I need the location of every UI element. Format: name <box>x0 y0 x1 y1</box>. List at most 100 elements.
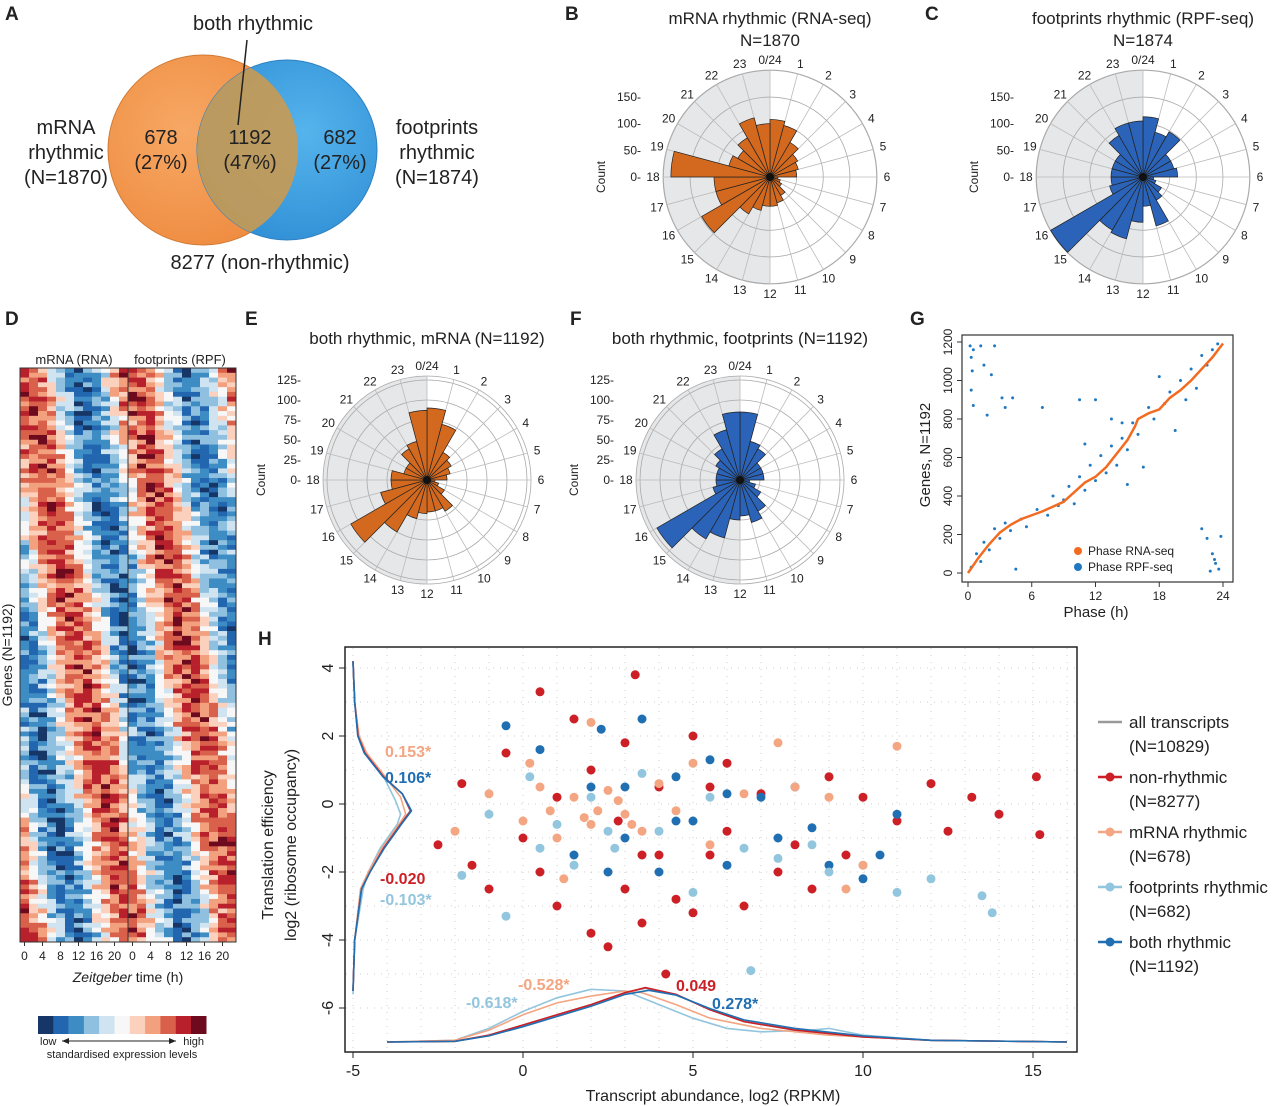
heatmap-cell <box>47 851 57 857</box>
heatmap-cell <box>110 511 120 517</box>
heatmap-cell <box>119 425 129 431</box>
heatmap-cell <box>200 836 210 842</box>
h-point-mrna-rhythmic <box>613 796 623 806</box>
heatmap-cell <box>218 798 228 804</box>
heatmap-cell <box>110 391 120 397</box>
heatmap-cell <box>155 544 165 551</box>
heatmap-cell <box>101 774 111 780</box>
rose-hour-label: 22 <box>363 374 377 388</box>
heatmap-cell <box>173 425 183 431</box>
heatmap-cell <box>182 774 192 780</box>
heatmap-cell <box>110 607 120 613</box>
rose-hour-label: 4 <box>522 416 529 430</box>
heatmap-cell <box>164 597 174 603</box>
heatmap-cell <box>200 626 210 632</box>
heatmap-cell <box>164 898 174 905</box>
heatmap-cell <box>38 525 48 531</box>
heatmap-cell <box>209 554 219 560</box>
heatmap-cell <box>65 372 75 378</box>
left-set-name-1: mRNA <box>37 117 97 139</box>
heatmap-cell <box>56 750 66 756</box>
heatmap-cell <box>29 411 39 417</box>
heatmap-cell <box>209 741 219 747</box>
heatmap-cell <box>128 765 138 771</box>
heatmap-cell <box>155 932 165 938</box>
heatmap-cell <box>218 731 228 737</box>
heatmap-cell <box>92 655 102 661</box>
heatmap-header-rpf: footprints (RPF) <box>134 352 226 367</box>
heatmap-cell <box>155 396 165 402</box>
heatmap-cell <box>38 721 48 728</box>
heatmap-cell <box>182 564 192 570</box>
heatmap-cell <box>83 793 93 799</box>
rose-hour-label: 15 <box>653 554 667 568</box>
heatmap-cell <box>56 511 66 517</box>
heatmap-cell <box>227 889 237 895</box>
heatmap-cell <box>65 774 75 780</box>
g-point-rpf <box>1210 552 1214 556</box>
heatmap-cell <box>218 707 228 713</box>
heatmap-cell <box>74 420 84 426</box>
heatmap-cell <box>119 439 129 445</box>
heatmap-cell <box>110 860 120 866</box>
heatmap-cell <box>155 607 165 613</box>
heatmap-cell <box>119 635 129 641</box>
heatmap-cell <box>182 430 192 436</box>
heatmap-cell <box>137 511 147 517</box>
h-point-non-rhythmic <box>518 833 528 843</box>
colorbar-swatch <box>83 1016 100 1034</box>
heatmap-cell <box>227 717 237 723</box>
heatmap-cell <box>128 913 138 919</box>
heatmap-cell <box>191 731 201 737</box>
heatmap-cell <box>110 473 120 479</box>
heatmap-cell <box>128 793 138 799</box>
heatmap-cell <box>155 683 165 689</box>
heatmap-cell <box>137 530 147 536</box>
heatmap-cell <box>119 698 129 704</box>
heatmap-cell <box>74 683 84 689</box>
heatmap-cell <box>209 707 219 713</box>
heatmap-cell <box>119 655 129 661</box>
heatmap-cell <box>191 688 201 694</box>
heatmap-cell <box>101 827 111 833</box>
heatmap-cell <box>128 678 138 684</box>
heatmap-cell <box>191 726 201 732</box>
heatmap-cell <box>83 578 93 584</box>
heatmap-cell <box>74 774 84 780</box>
heatmap-cell <box>101 382 111 388</box>
heatmap-cell <box>173 726 183 732</box>
heatmap-cell <box>65 860 75 866</box>
heatmap-cell <box>182 860 192 866</box>
heatmap-cell <box>119 793 129 799</box>
heatmap-cell <box>29 879 39 885</box>
heatmap-cell <box>65 803 75 809</box>
heatmap-cell <box>20 908 30 914</box>
heatmap-cell <box>74 717 84 723</box>
heatmap-cell <box>164 717 174 723</box>
heatmap-cell <box>56 784 66 790</box>
heatmap-cell <box>155 831 165 838</box>
heatmap-cell <box>110 597 120 603</box>
heatmap-cell <box>200 784 210 790</box>
heatmap-cell <box>38 616 48 622</box>
heatmap-cell <box>191 573 201 579</box>
heatmap-cell <box>146 908 156 914</box>
heatmap-cell <box>47 913 57 919</box>
heatmap-cell <box>155 937 165 943</box>
heatmap-cell <box>227 564 237 570</box>
heatmap-cell <box>191 750 201 756</box>
g-point-rpf <box>969 388 973 392</box>
heatmap-cell <box>182 592 192 598</box>
h-point-non-rhythmic <box>943 826 953 836</box>
heatmap-cell <box>38 516 48 522</box>
heatmap-cell <box>155 487 165 493</box>
heatmap-cell <box>29 831 39 838</box>
heatmap-cell <box>227 731 237 737</box>
heatmap-cell <box>209 894 219 900</box>
heatmap-cell <box>227 506 237 512</box>
h-point-mrna-rhythmic <box>671 806 681 816</box>
heatmap-cell <box>119 712 129 718</box>
heatmap-cell <box>191 368 201 374</box>
heatmap-cell <box>191 913 201 919</box>
heatmap-cell <box>182 683 192 689</box>
